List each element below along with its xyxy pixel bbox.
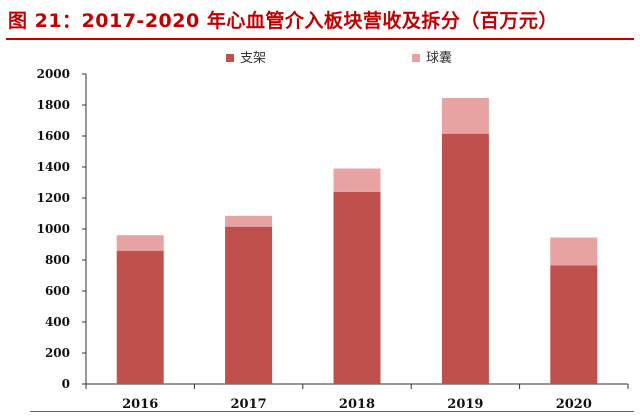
bottom-rule xyxy=(30,411,634,412)
chart-title: 图 21：2017-2020 年心血管介入板块营收及拆分（百万元） xyxy=(8,10,558,32)
axes: 0 200 400 600 800 1000 1200 1400 1600 1800 2000 201… xyxy=(37,67,629,412)
bar-balloon-2020 xyxy=(550,237,598,266)
y-tick-label: 1000 xyxy=(37,222,70,236)
x-tick-label: 2018 xyxy=(339,397,375,412)
y-tick-label: 2000 xyxy=(37,67,70,81)
bar-balloon-2017 xyxy=(225,215,273,227)
legend-swatch xyxy=(226,54,234,62)
y-tick-label: 1400 xyxy=(37,160,70,174)
y-tick-label: 1200 xyxy=(37,191,70,205)
bars xyxy=(116,98,598,384)
x-tick-label: 2020 xyxy=(556,397,592,412)
x-tick-label: 2019 xyxy=(447,397,483,412)
legend-label: 球囊 xyxy=(426,50,452,66)
bar-stent-2016 xyxy=(116,250,164,384)
legend-label: 支架 xyxy=(240,51,266,66)
y-tick-label: 400 xyxy=(45,315,70,329)
bar-balloon-2018 xyxy=(333,168,381,192)
y-tick-label: 800 xyxy=(45,253,70,267)
bar-balloon-2019 xyxy=(441,98,489,134)
y-tick-label: 1800 xyxy=(37,98,70,112)
legend: 支架 球囊 xyxy=(226,50,452,66)
bar-balloon-2016 xyxy=(116,235,164,251)
y-tick-label: 200 xyxy=(45,346,70,360)
x-tick-label: 2016 xyxy=(122,397,158,412)
y-tick-label: 600 xyxy=(45,284,70,298)
bar-stent-2020 xyxy=(550,265,598,384)
bar-stent-2018 xyxy=(333,191,381,384)
bar-stent-2017 xyxy=(225,226,273,384)
y-tick-label: 1600 xyxy=(37,129,70,143)
x-tick-label: 2017 xyxy=(231,397,267,412)
title-rule xyxy=(6,38,634,40)
y-tick-label: 0 xyxy=(62,377,70,391)
bar-stent-2019 xyxy=(441,133,489,384)
legend-swatch xyxy=(412,54,420,62)
